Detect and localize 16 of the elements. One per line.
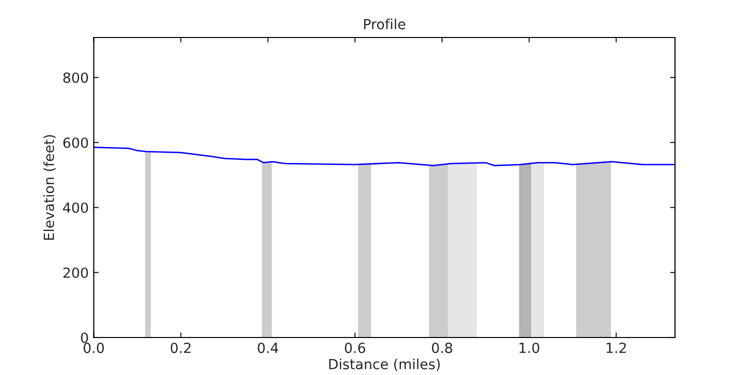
y-tick-label: 200 bbox=[63, 267, 88, 278]
line-series bbox=[94, 146, 675, 166]
x-tick-label: 0.6 bbox=[344, 342, 366, 354]
x-tick-label: 0.4 bbox=[258, 342, 278, 354]
x-tick-label: 0.0 bbox=[84, 342, 104, 354]
chart-title: Profile bbox=[364, 18, 406, 30]
x-tick-label: 1.2 bbox=[606, 342, 626, 353]
y-tick-label: 400 bbox=[63, 202, 88, 213]
y-tick-label: 600 bbox=[63, 137, 88, 148]
y-tick-label: 0 bbox=[80, 332, 88, 343]
x-tick-label: 1.0 bbox=[520, 342, 540, 354]
x-tick-label: 0.8 bbox=[432, 342, 452, 354]
y-axis-title: Elevation (feet) bbox=[43, 135, 56, 240]
x-axis-title: Distance (miles) bbox=[329, 358, 440, 371]
y-tick-label: 800 bbox=[63, 72, 88, 83]
x-tick-label: 0.2 bbox=[170, 342, 190, 354]
